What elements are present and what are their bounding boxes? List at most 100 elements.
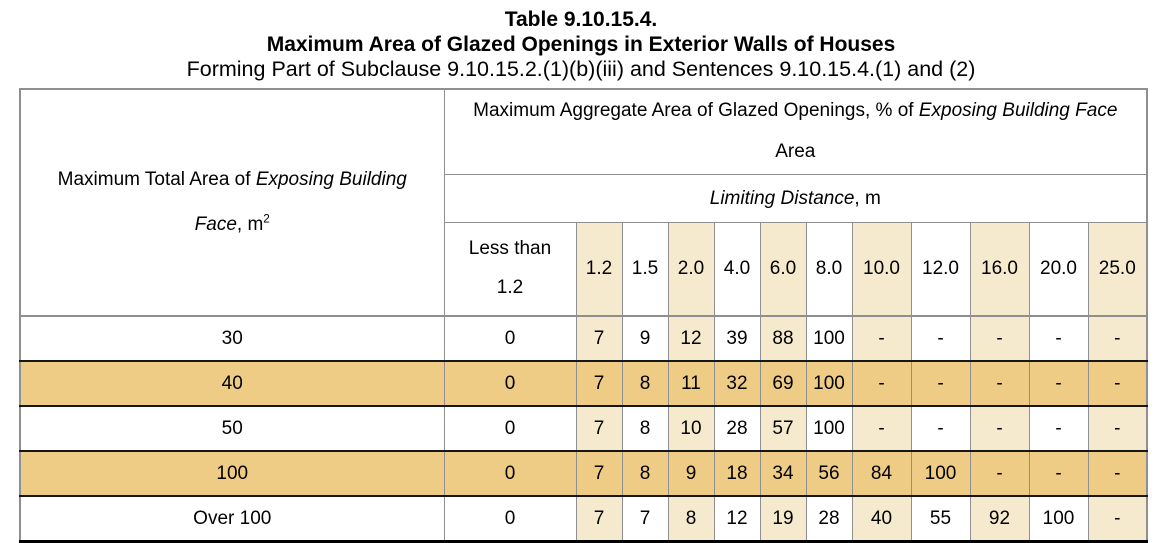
- table-cell: -: [1087, 360, 1148, 407]
- row-group-header-text: Maximum Total Area of Exposing Building …: [32, 158, 432, 247]
- table-cell: 19: [759, 495, 807, 542]
- col-header-10-0: 10.0: [851, 222, 912, 317]
- table-cell: -: [851, 405, 912, 452]
- table-forming-part-subtitle: Forming Part of Subclause 9.10.15.2.(1)(…: [186, 57, 976, 81]
- table-number-title: Table 9.10.15.4.: [504, 8, 658, 31]
- table-cell: 100: [805, 315, 853, 362]
- table-cell: -: [1028, 360, 1089, 407]
- table-cell: 84: [851, 450, 912, 497]
- table-cell: 88: [759, 315, 807, 362]
- table-cell: 28: [805, 495, 853, 542]
- table-cell: 39: [713, 315, 761, 362]
- table-cell: -: [1028, 450, 1089, 497]
- table-row-100: 100 0 7 8 9 18 34 56 84 100 - - -: [19, 450, 1148, 497]
- table-cell: 7: [621, 495, 669, 542]
- table-cell: -: [1028, 315, 1089, 362]
- table-cell: 9: [621, 315, 669, 362]
- col-group-italic: Exposing Building Face: [918, 100, 1118, 122]
- limiting-distance-header: Limiting Distance, m: [443, 174, 1148, 223]
- table-cell: 0: [443, 405, 577, 452]
- table-cell: -: [1087, 405, 1148, 452]
- row-header-prefix: Maximum Total Area of: [57, 168, 256, 190]
- limiting-distance-italic: Limiting Distance: [709, 187, 855, 209]
- col-header-6-0: 6.0: [759, 222, 807, 317]
- row-label: 50: [19, 405, 445, 452]
- table-row-40: 40 0 7 8 11 32 69 100 - - - - -: [19, 360, 1148, 407]
- table-cell: 11: [667, 360, 715, 407]
- table-cell: -: [1028, 405, 1089, 452]
- table-cell: 57: [759, 405, 807, 452]
- col-group-prefix: Maximum Aggregate Area of Glazed Opening…: [473, 100, 919, 122]
- row-header-suffix: , m: [236, 213, 264, 235]
- table-cell: 12: [713, 495, 761, 542]
- table-cell: -: [910, 405, 971, 452]
- table-cell: 69: [759, 360, 807, 407]
- table-cell: 8: [621, 405, 669, 452]
- table-title-block: Table 9.10.15.4. Maximum Area of Glazed …: [0, 0, 1162, 82]
- table-cell: 0: [443, 495, 577, 542]
- table-cell: 10: [667, 405, 715, 452]
- table-cell: 100: [805, 360, 853, 407]
- col-header-8-0: 8.0: [805, 222, 853, 317]
- table-row-50: 50 0 7 8 10 28 57 100 - - - - -: [19, 405, 1148, 452]
- row-group-header: Maximum Total Area of Exposing Building …: [19, 88, 445, 317]
- table-cell: -: [910, 360, 971, 407]
- row-label: 100: [19, 450, 445, 497]
- row-label: 40: [19, 360, 445, 407]
- col-header-20-0: 20.0: [1028, 222, 1089, 317]
- table-cell: 56: [805, 450, 853, 497]
- table-cell: -: [969, 360, 1030, 407]
- row-header-italic: Exposing Building Face: [194, 168, 407, 235]
- table-row-30: 30 0 7 9 12 39 88 100 - - - - -: [19, 315, 1148, 362]
- col-header-1-2: 1.2: [575, 222, 623, 317]
- table-cell: -: [969, 315, 1030, 362]
- table-cell: -: [851, 360, 912, 407]
- table-cell: -: [910, 315, 971, 362]
- col-header-25-0: 25.0: [1087, 222, 1148, 317]
- table-cell: 7: [575, 450, 623, 497]
- table-cell: -: [1087, 315, 1148, 362]
- table-cell: 7: [575, 315, 623, 362]
- table-cell: 18: [713, 450, 761, 497]
- table-cell: 8: [621, 450, 669, 497]
- table-cell: 9: [667, 450, 715, 497]
- table-cell: -: [1087, 450, 1148, 497]
- row-label: 30: [19, 315, 445, 362]
- table-cell: -: [1087, 495, 1148, 542]
- column-group-header: Maximum Aggregate Area of Glazed Opening…: [443, 88, 1148, 175]
- table-cell: 34: [759, 450, 807, 497]
- column-group-header-text: Maximum Aggregate Area of Glazed Opening…: [468, 91, 1123, 173]
- table-cell: 7: [575, 405, 623, 452]
- table-cell: 8: [667, 495, 715, 542]
- table-cell: 7: [575, 360, 623, 407]
- table-row-over-100: Over 100 0 7 7 8 12 19 28 40 55 92 100 -: [19, 495, 1148, 542]
- table-cell: 32: [713, 360, 761, 407]
- row-label: Over 100: [19, 495, 445, 542]
- table-cell: 7: [575, 495, 623, 542]
- col-header-2-0: 2.0: [667, 222, 715, 317]
- col-header-16-0: 16.0: [969, 222, 1030, 317]
- col-header-1-5: 1.5: [621, 222, 669, 317]
- table-cell: -: [851, 315, 912, 362]
- col-header-less-than-1-2: Less than 1.2: [443, 222, 577, 317]
- col-group-suffix: Area: [775, 141, 816, 162]
- table-cell: 55: [910, 495, 971, 542]
- table-cell: 28: [713, 405, 761, 452]
- table-main-title: Maximum Area of Glazed Openings in Exter…: [266, 33, 896, 56]
- col-header-12-0: 12.0: [910, 222, 971, 317]
- table-cell: 100: [910, 450, 971, 497]
- table-cell: -: [969, 450, 1030, 497]
- table-cell: 100: [805, 405, 853, 452]
- table-cell: -: [969, 405, 1030, 452]
- col-header-4-0: 4.0: [713, 222, 761, 317]
- table-cell: 8: [621, 360, 669, 407]
- table-cell: 0: [443, 315, 577, 362]
- row-header-superscript: 2: [263, 212, 270, 226]
- table-cell: 0: [443, 450, 577, 497]
- limiting-distance-suffix: , m: [854, 187, 881, 209]
- table-cell: 92: [969, 495, 1030, 542]
- table-cell: 12: [667, 315, 715, 362]
- glazed-openings-table: Maximum Total Area of Exposing Building …: [19, 88, 1149, 543]
- table-cell: 100: [1028, 495, 1089, 542]
- table-cell: 0: [443, 360, 577, 407]
